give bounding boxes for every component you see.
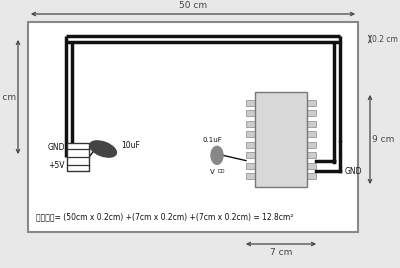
Text: 0.2 cm: 0.2 cm: [372, 35, 398, 43]
Text: 环路面积= (50cm x 0.2cm) +(7cm x 0.2cm) +(7cm x 0.2cm) = 12.8cm²: 环路面积= (50cm x 0.2cm) +(7cm x 0.2cm) +(7c…: [36, 213, 293, 221]
Text: 50 cm: 50 cm: [179, 1, 207, 10]
Bar: [255, 92, 307, 187]
Text: V: V: [210, 169, 214, 175]
Bar: [307, 121, 316, 127]
Text: +5V: +5V: [48, 162, 65, 170]
Bar: [246, 131, 255, 137]
Text: GND: GND: [345, 167, 362, 176]
Bar: [246, 142, 255, 148]
Text: 0.1uF: 0.1uF: [202, 137, 222, 143]
Ellipse shape: [211, 146, 223, 164]
Bar: [307, 142, 316, 148]
Bar: [307, 99, 316, 106]
Text: 15 cm: 15 cm: [0, 92, 16, 102]
Text: 7 cm: 7 cm: [270, 248, 292, 257]
Text: DD: DD: [218, 169, 226, 174]
Ellipse shape: [90, 141, 116, 157]
Bar: [246, 152, 255, 158]
Text: 9 cm: 9 cm: [372, 135, 394, 144]
Bar: [307, 131, 316, 137]
Text: 10uF: 10uF: [121, 140, 140, 150]
Bar: [307, 163, 316, 169]
Text: GND: GND: [48, 143, 65, 152]
Bar: [307, 110, 316, 116]
Bar: [307, 152, 316, 158]
Bar: [246, 121, 255, 127]
Bar: [246, 173, 255, 180]
Bar: [28, 22, 358, 232]
Bar: [246, 163, 255, 169]
Bar: [246, 110, 255, 116]
Bar: [67, 143, 89, 171]
Bar: [307, 173, 316, 180]
Bar: [246, 99, 255, 106]
